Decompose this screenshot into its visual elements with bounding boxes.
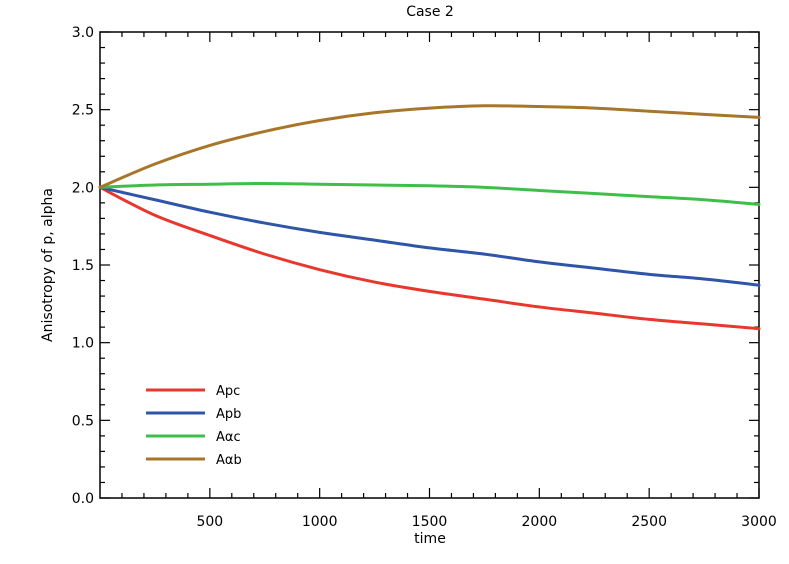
- x-tick-label: 1000: [302, 514, 338, 530]
- series-lines: [98, 104, 761, 331]
- y-tick-label: 2.0: [72, 180, 94, 196]
- x-tick-label: 1500: [412, 514, 448, 530]
- plot-frame: [99, 31, 760, 499]
- y-tick-label: 3.0: [72, 25, 94, 41]
- y-tick-label: 0.5: [72, 413, 94, 429]
- x-tick-label: 500: [196, 514, 223, 530]
- legend-label: Apc: [216, 384, 240, 399]
- chart-title: Case 2: [406, 4, 454, 20]
- series-line-2: [98, 185, 761, 287]
- y-tick-label: 0.0: [72, 491, 94, 507]
- x-axis-title: time: [414, 531, 446, 547]
- series-line-4: [98, 104, 761, 189]
- y-tick-label: 2.5: [72, 103, 94, 119]
- y-axis-title: Anisotropy of p, alpha: [40, 188, 56, 342]
- series-line-1: [98, 185, 761, 331]
- y-tick-label: 1.5: [72, 258, 94, 274]
- legend: Apc Apb Aαc Aαb: [146, 384, 242, 468]
- x-tick-label: 2000: [522, 514, 558, 530]
- axis-ticks: 500 1000 1500 2000 2500 3000 0.0 0.5 1.0 1.5 2.0 2.…: [72, 25, 777, 530]
- legend-label: Aαc: [216, 430, 241, 445]
- x-tick-label: 2500: [631, 514, 667, 530]
- legend-label: Apb: [216, 407, 241, 422]
- series-line-3: [98, 181, 761, 206]
- x-tick-label: 3000: [741, 514, 777, 530]
- y-tick-label: 1.0: [72, 336, 94, 352]
- legend-label: Aαb: [216, 453, 242, 468]
